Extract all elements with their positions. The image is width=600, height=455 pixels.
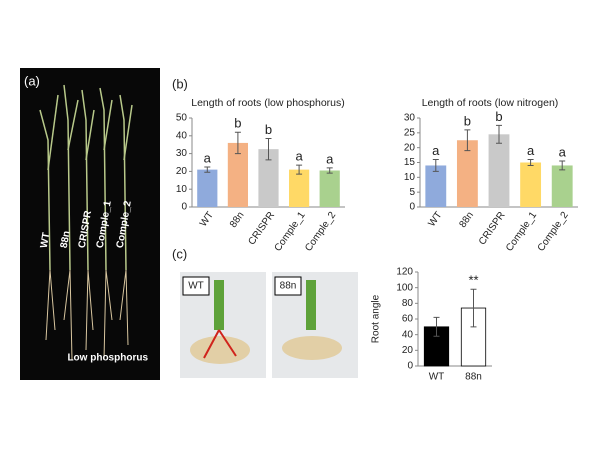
x-tick-label: Comple_2 (303, 210, 338, 254)
photo-a: (a) WT 88n CRISPR Comple_1 Comple_2 Low phos… (20, 68, 160, 380)
significance-label: ** (468, 273, 478, 288)
bar (520, 162, 542, 207)
y-tick-label: 30 (176, 148, 188, 159)
error-bar (432, 159, 439, 172)
bar (425, 165, 447, 207)
y-tick-label: 100 (396, 282, 413, 293)
significance-label: a (204, 150, 212, 165)
y-tick-label: 60 (402, 314, 414, 325)
photo-label: 88n (280, 281, 297, 292)
photo-label: WT (188, 281, 204, 292)
x-tick-label: 88n (457, 210, 476, 230)
significance-label: b (464, 113, 471, 128)
y-tick-label: 0 (407, 361, 413, 372)
error-bar (470, 288, 477, 328)
significance-label: a (527, 143, 535, 158)
y-tick-label: 10 (404, 172, 416, 183)
significance-label: a (559, 144, 567, 159)
bar (551, 165, 573, 207)
significance-label: b (234, 116, 241, 131)
photo-caption: Low phosphorus (67, 353, 148, 364)
error-bar (433, 316, 440, 337)
y-tick-label: 15 (404, 157, 416, 168)
bar (197, 169, 218, 207)
photo-c: WT 88n (180, 272, 358, 378)
photo-label: WT (39, 232, 53, 249)
x-tick-label: 88n (228, 210, 247, 230)
photo-label: 88n (59, 230, 73, 249)
panel-label: (b) (172, 76, 188, 91)
bar (456, 140, 478, 207)
y-tick-label: 30 (404, 113, 416, 124)
error-bar (204, 166, 211, 173)
x-tick-label: CRISPR (246, 210, 277, 247)
y-tick-label: 40 (402, 329, 414, 340)
bar (227, 142, 248, 207)
bar (258, 149, 279, 207)
y-tick-label: 25 (404, 127, 416, 138)
y-tick-label: 10 (176, 184, 188, 195)
bar (289, 169, 310, 207)
significance-label: a (432, 143, 440, 158)
panel-label: (c) (172, 246, 187, 261)
bar (488, 134, 510, 207)
y-tick-label: 50 (176, 113, 188, 124)
x-tick-label: Comple_1 (504, 210, 539, 254)
x-tick-label: WT (426, 210, 444, 229)
chart-title: Length of roots (low nitrogen) (422, 97, 559, 109)
chart-title: Length of roots (low phosphorus) (191, 97, 345, 109)
y-tick-label: 40 (176, 130, 188, 141)
significance-label: b (495, 109, 502, 124)
x-tick-label: WT (198, 210, 216, 229)
error-bar (234, 131, 241, 155)
y-tick-label: 20 (404, 142, 416, 153)
error-bar (496, 124, 502, 144)
significance-label: a (295, 149, 303, 164)
error-bar (296, 164, 303, 175)
y-tick-label: 0 (181, 202, 187, 213)
y-tick-label: 120 (396, 267, 413, 278)
error-bar (265, 137, 272, 161)
x-tick-label: WT (429, 372, 445, 383)
x-tick-label: 88n (465, 372, 482, 383)
error-bar (464, 129, 471, 152)
y-tick-label: 80 (402, 298, 414, 309)
y-axis-label: Root angle (371, 294, 382, 343)
y-tick-label: 20 (402, 345, 414, 356)
error-bar (326, 167, 333, 174)
panel-label: (a) (24, 73, 40, 88)
significance-label: b (265, 122, 272, 137)
error-bar (559, 160, 566, 171)
significance-label: a (326, 151, 334, 166)
error-bar (527, 159, 534, 166)
bar (319, 170, 340, 207)
y-tick-label: 0 (409, 202, 415, 213)
y-tick-label: 20 (176, 166, 188, 177)
x-tick-label: CRISPR (477, 210, 508, 247)
x-tick-label: Comple_2 (536, 210, 571, 254)
y-tick-label: 5 (409, 187, 415, 198)
